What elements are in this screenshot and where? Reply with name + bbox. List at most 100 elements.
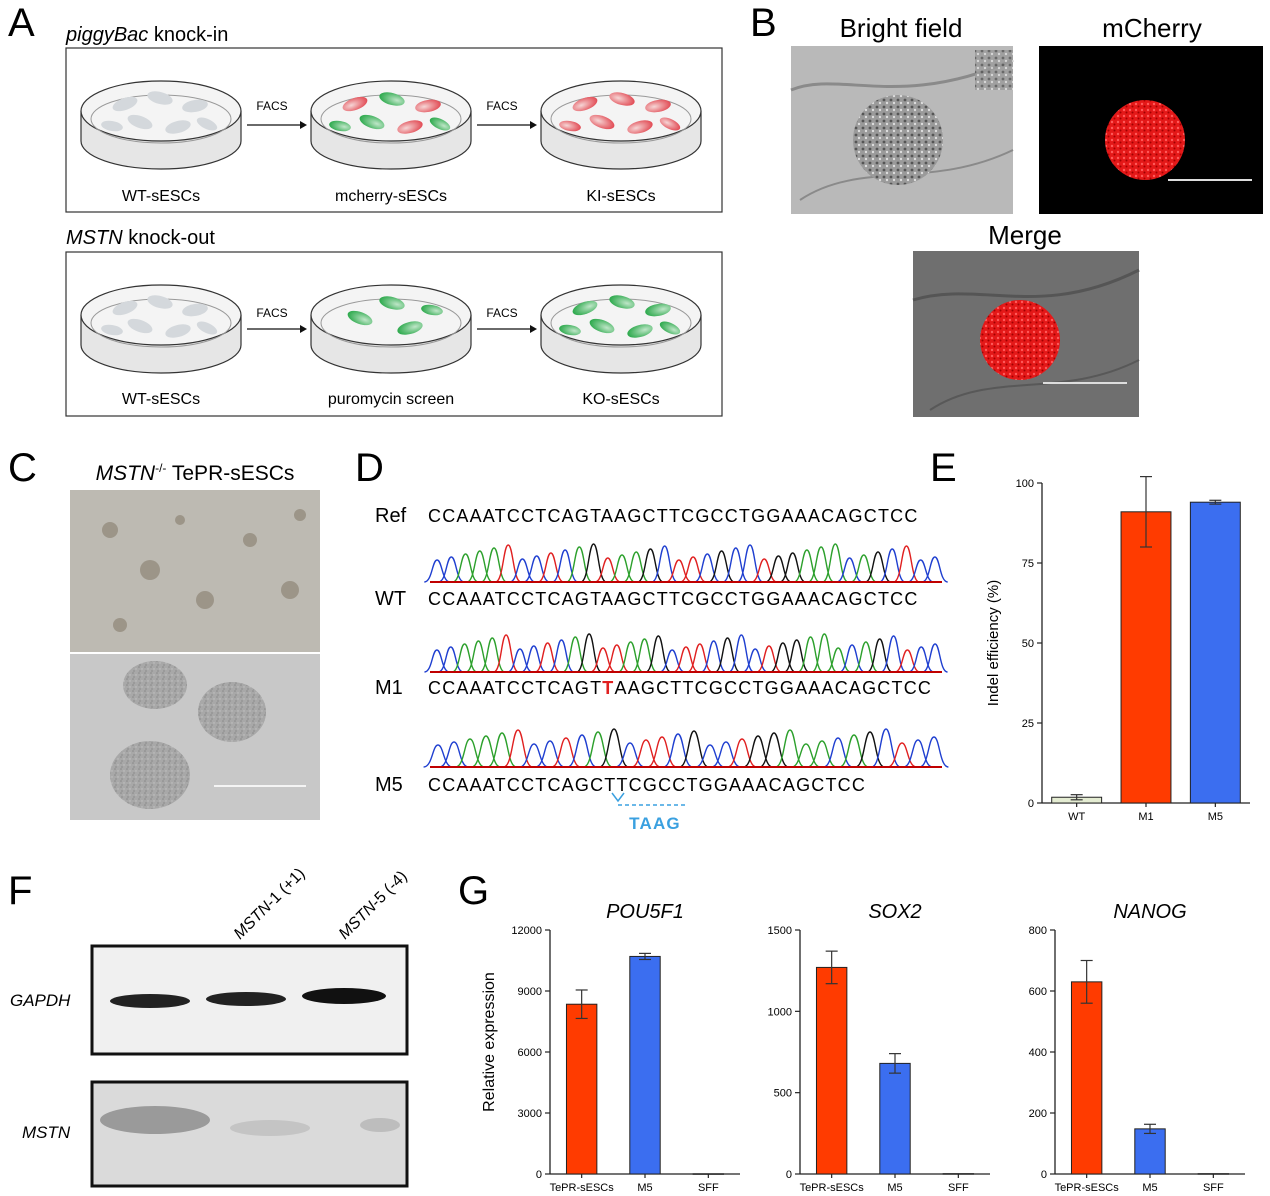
trace-peak-C [615, 742, 645, 768]
knockout-box [65, 251, 723, 417]
x-tick-label: TePR-sESCs [550, 1182, 615, 1194]
trace-peak-G [866, 638, 893, 673]
trace-peak-A [807, 546, 835, 583]
lane-label-mstn1: MSTN-1 (+1) [231, 865, 309, 943]
x-tick-label: M5 [637, 1182, 652, 1194]
trace-peak-C [567, 734, 597, 768]
knockout-label-puromycin: puromycin screen [328, 391, 454, 408]
trace-peak-C [722, 547, 749, 583]
trace-peak-A [451, 643, 478, 673]
bar-M5 [1134, 1128, 1166, 1175]
knockin-title: piggyBac knock-in [65, 24, 228, 46]
trace-peak-T [665, 559, 692, 583]
trace-peak-C [552, 549, 579, 583]
y-tick-label: 6000 [518, 1047, 542, 1059]
blot-label-gapdh: GAPDH [10, 991, 71, 1010]
trace-peak-C [438, 646, 464, 673]
trace-peak-A [791, 743, 821, 768]
trace-peak-T [673, 646, 699, 673]
dish-ki [540, 80, 702, 170]
chart-title: POU5F1 [606, 901, 684, 923]
panel-letter-b: B [750, 1, 777, 45]
y-axis-label: Indel efficiency (%) [985, 580, 1002, 706]
panel-c-title-sup: -/- [155, 461, 166, 475]
trace-peak-A [807, 740, 837, 768]
trace-peak-C [695, 744, 725, 768]
trace-peak-C [919, 736, 949, 768]
bar-M5 [629, 955, 661, 1175]
x-tick-label: TePR-sESCs [1055, 1182, 1120, 1194]
trace-peak-C [908, 646, 934, 673]
seq-m1-after: AAGCTTCGCCTGGAAACAGCTCC [614, 678, 932, 698]
trace-peak-T [727, 738, 757, 768]
trace-peak-A [839, 734, 869, 768]
trace-peak-A [452, 553, 479, 583]
trace-peak-C [694, 553, 721, 583]
trace-peak-T [631, 739, 661, 768]
nanog-chart: 0 200 400 600 800 TePR-sESCs M5 SFF NANOG [1029, 901, 1245, 1194]
x-tick-label: M5 [887, 1182, 902, 1194]
dish-ko [540, 284, 702, 374]
seq-label-wt: WT [375, 588, 406, 610]
bright-field-image [790, 46, 1014, 214]
x-tick-label: SFF [698, 1182, 719, 1194]
knockout-title: MSTN knock-out [66, 227, 215, 249]
knockin-label-wt: WT-sESCs [122, 188, 200, 205]
trace-peak-A [850, 554, 877, 583]
panel-letter-d: D [355, 446, 384, 490]
knockout-arrow-1 [247, 325, 307, 333]
knockin-arrow-1 [247, 121, 307, 129]
lane-label-mstn5: MSTN-5 (-4) [336, 868, 411, 943]
bar-M5 [879, 1062, 911, 1175]
seq-m1: CCAAATCCTCAGTTAAGCTTCGCCTGGAAACAGCTCC [428, 678, 932, 698]
trace-peak-G [855, 731, 885, 768]
knockin-arrow-2-label: FACS [486, 99, 517, 113]
trace-peak-T [680, 556, 707, 583]
g-ylabel: Relative expression [481, 972, 498, 1112]
seq-label-m5: M5 [375, 774, 403, 796]
seq-wt: CCAAATCCTCAGTAAGCTTCGCCTGGAAACAGCTCC [428, 589, 919, 609]
trace-peak-C [663, 733, 693, 768]
trace-peak-C [424, 649, 450, 673]
trace-peak-T [756, 645, 782, 673]
seq-label-ref: Ref [375, 505, 407, 527]
trace-peak-A [623, 551, 650, 583]
trace-peak-T [894, 649, 921, 673]
y-tick-label: 0 [786, 1169, 792, 1181]
trace-peak-C [509, 558, 536, 583]
trace-peak-C [903, 739, 933, 768]
trace-peak-C [439, 741, 469, 768]
trace-peak-C [521, 645, 547, 673]
panel-letter-c: C [8, 446, 37, 490]
panel-letter-e: E [930, 446, 957, 490]
trace-peak-A [487, 732, 517, 768]
seq-m1-before: CCAAATCCTCAGT [428, 678, 602, 698]
trace-peak-A [825, 647, 851, 673]
knockin-box [65, 47, 723, 213]
trace-peak-T [604, 644, 630, 673]
panel-letter-f: F [8, 869, 32, 913]
knockin-title-italic: piggyBac [65, 24, 148, 46]
trace-peak-G [864, 551, 892, 583]
mcherry-title: mCherry [1102, 13, 1202, 43]
panel-c-title-rest: TePR-sESCs [166, 462, 294, 485]
trace-peak-C [879, 548, 906, 583]
blot-mstn [90, 1080, 409, 1188]
chromatogram-m5 [423, 728, 949, 768]
bar-TePR-sESCs [565, 1003, 598, 1175]
trace-peak-G [779, 552, 806, 583]
y-tick-label: 0 [1041, 1169, 1047, 1181]
trace-peak-C [507, 648, 533, 673]
trace-peak-A [853, 641, 879, 673]
y-tick-label: 3000 [518, 1108, 542, 1120]
trace-peak-A [797, 636, 824, 673]
trace-peak-G [759, 732, 789, 768]
lane-label-mstn1-rest: -1 (+1) [263, 865, 309, 911]
knockin-title-rest: knock-in [148, 24, 228, 46]
x-tick-label: M5 [1142, 1182, 1157, 1194]
trace-peak-T [647, 736, 677, 768]
mcherry-image [1039, 46, 1263, 214]
trace-peak-A [631, 638, 658, 673]
trace-peak-A [566, 546, 593, 583]
